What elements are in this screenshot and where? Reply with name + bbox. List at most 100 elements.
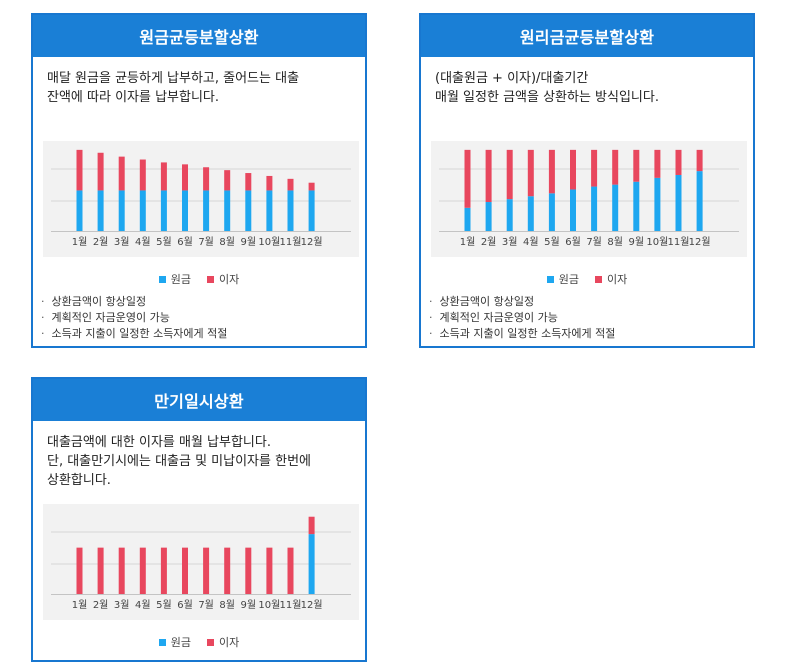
legend-item-interest: 이자 bbox=[207, 271, 239, 287]
bar-interest bbox=[76, 547, 83, 594]
legend-label-interest: 이자 bbox=[219, 273, 240, 286]
x-tick-label: 2월 bbox=[93, 599, 109, 611]
bar-principal bbox=[160, 190, 167, 231]
notes-list: 상환금액이 항상일정 계획적인 자금운영이 가능 소득과 지출이 일정한 소득자… bbox=[429, 294, 616, 342]
note-item: 소득과 지출이 일정한 소득자에게 적절 bbox=[429, 326, 616, 342]
x-tick-label: 4월 bbox=[135, 236, 151, 248]
bar-interest bbox=[287, 178, 294, 191]
card-equal-installment: 원리금균등분할상환 (대출원금 + 이자)/대출기간 매월 일정한 금액을 상환… bbox=[419, 13, 755, 348]
legend-label-principal: 원금 bbox=[170, 636, 191, 649]
legend-label-principal: 원금 bbox=[170, 273, 191, 286]
card-title: 원리금균등분할상환 bbox=[421, 15, 753, 57]
x-tick-label: 7월 bbox=[586, 236, 602, 248]
bar-principal bbox=[76, 190, 83, 231]
x-tick-label: 4월 bbox=[135, 599, 151, 611]
x-tick-label: 11월 bbox=[280, 599, 302, 611]
x-tick-label: 5월 bbox=[156, 236, 172, 248]
bar-interest bbox=[139, 547, 146, 594]
x-tick-label: 8월 bbox=[219, 599, 235, 611]
bar-interest bbox=[464, 149, 471, 208]
x-tick-label: 10월 bbox=[258, 236, 280, 248]
x-tick-label: 8월 bbox=[219, 236, 235, 248]
bar-principal bbox=[266, 190, 273, 231]
bar-principal bbox=[633, 181, 640, 231]
legend-swatch-interest bbox=[595, 275, 602, 283]
x-tick-label: 12월 bbox=[301, 236, 323, 248]
bar-interest bbox=[527, 149, 534, 197]
bar-principal bbox=[139, 190, 146, 231]
bar-principal bbox=[97, 190, 104, 231]
chart-area: 1월 2월 3월 4월 5월 6월 7월 8월 9월 10월 11월 12월 bbox=[43, 504, 359, 620]
x-tick-label: 3월 bbox=[114, 236, 130, 248]
bar-interest bbox=[76, 149, 83, 191]
x-tick-label: 9월 bbox=[241, 599, 257, 611]
x-tick-label: 11월 bbox=[280, 236, 302, 248]
x-tick-label: 6월 bbox=[177, 236, 193, 248]
bar-interest bbox=[245, 547, 252, 594]
legend-item-interest: 이자 bbox=[595, 271, 627, 287]
x-tick-label: 12월 bbox=[301, 599, 323, 611]
legend-swatch-interest bbox=[207, 275, 214, 283]
bar-principal bbox=[548, 193, 555, 231]
bar-interest bbox=[266, 547, 273, 594]
bar-interest bbox=[118, 156, 125, 191]
bar-interest bbox=[308, 516, 315, 535]
bar-principal bbox=[308, 190, 315, 231]
bar-interest bbox=[506, 149, 513, 200]
x-tick-label: 5월 bbox=[156, 599, 172, 611]
card-description: 매달 원금을 균등하게 납부하고, 줄어드는 대출 잔액에 따라 이자를 납부합… bbox=[47, 71, 300, 105]
legend-label-principal: 원금 bbox=[558, 273, 579, 286]
legend-item-principal: 원금 bbox=[158, 634, 191, 650]
bar-interest bbox=[570, 149, 576, 190]
stacked-bar-chart: 1월 2월 3월 4월 5월 6월 7월 8월 9월 10월 11월 12월 bbox=[51, 516, 351, 611]
bar-interest bbox=[633, 149, 640, 182]
bar-interest bbox=[139, 159, 146, 191]
bar-principal bbox=[485, 202, 492, 231]
bar-interest bbox=[245, 173, 252, 191]
x-tick-label: 6월 bbox=[565, 236, 581, 248]
x-tick-label: 3월 bbox=[114, 599, 130, 611]
card-description: 대출금액에 대한 이자를 매월 납부합니다. 단, 대출만기시에는 대출금 및 … bbox=[47, 435, 311, 488]
note-item: 상환금액이 항상일정 bbox=[429, 294, 615, 310]
bar-principal bbox=[696, 171, 703, 231]
bar-interest bbox=[97, 547, 104, 594]
bar-principal bbox=[464, 207, 471, 231]
legend-swatch-principal bbox=[158, 638, 166, 646]
bar-principal bbox=[224, 190, 231, 231]
chart-area: 1월 2월 3월 4월 5월 6월 7월 8월 9월 10월 11월 12월 bbox=[43, 141, 359, 257]
bar-principal bbox=[287, 190, 294, 231]
legend-swatch-principal bbox=[546, 275, 554, 283]
bar-interest bbox=[548, 149, 555, 194]
card-equal-principal: 원금균등분할상환 매달 원금을 균등하게 납부하고, 줄어드는 대출 잔액에 따… bbox=[31, 13, 367, 348]
note-item: 소득과 지출이 일정한 소득자에게 적절 bbox=[41, 326, 228, 342]
legend-item-principal: 원금 bbox=[158, 271, 191, 287]
chart-legend: 원금 이자 bbox=[33, 271, 365, 287]
x-tick-label: 1월 bbox=[460, 236, 476, 248]
bar-interest bbox=[118, 547, 125, 594]
x-tick-label: 10월 bbox=[646, 236, 668, 248]
bar-interest bbox=[696, 149, 703, 172]
bar-principal bbox=[570, 189, 576, 231]
bar-interest bbox=[182, 547, 188, 594]
legend-label-interest: 이자 bbox=[607, 273, 628, 286]
x-tick-label: 5월 bbox=[544, 236, 560, 248]
x-tick-label: 11월 bbox=[668, 236, 690, 248]
bar-interest bbox=[266, 175, 273, 191]
chart-legend: 원금 이자 bbox=[421, 271, 753, 287]
legend-swatch-interest bbox=[207, 638, 214, 646]
bar-interest bbox=[654, 149, 661, 178]
bar-principal bbox=[654, 177, 661, 231]
bar-interest bbox=[612, 149, 619, 185]
x-tick-label: 6월 bbox=[177, 599, 193, 611]
note-item: 계획적인 자금운영이 가능 bbox=[41, 310, 227, 326]
legend-swatch-principal bbox=[158, 275, 166, 283]
x-tick-label: 12월 bbox=[689, 236, 711, 248]
card-title: 만기일시상환 bbox=[33, 379, 365, 421]
x-tick-label: 1월 bbox=[72, 236, 88, 248]
bar-interest bbox=[485, 149, 492, 203]
bar-principal bbox=[591, 186, 598, 231]
legend-item-principal: 원금 bbox=[546, 271, 579, 287]
bar-interest bbox=[675, 149, 682, 175]
bar-interest bbox=[224, 170, 231, 191]
x-tick-label: 3월 bbox=[502, 236, 518, 248]
